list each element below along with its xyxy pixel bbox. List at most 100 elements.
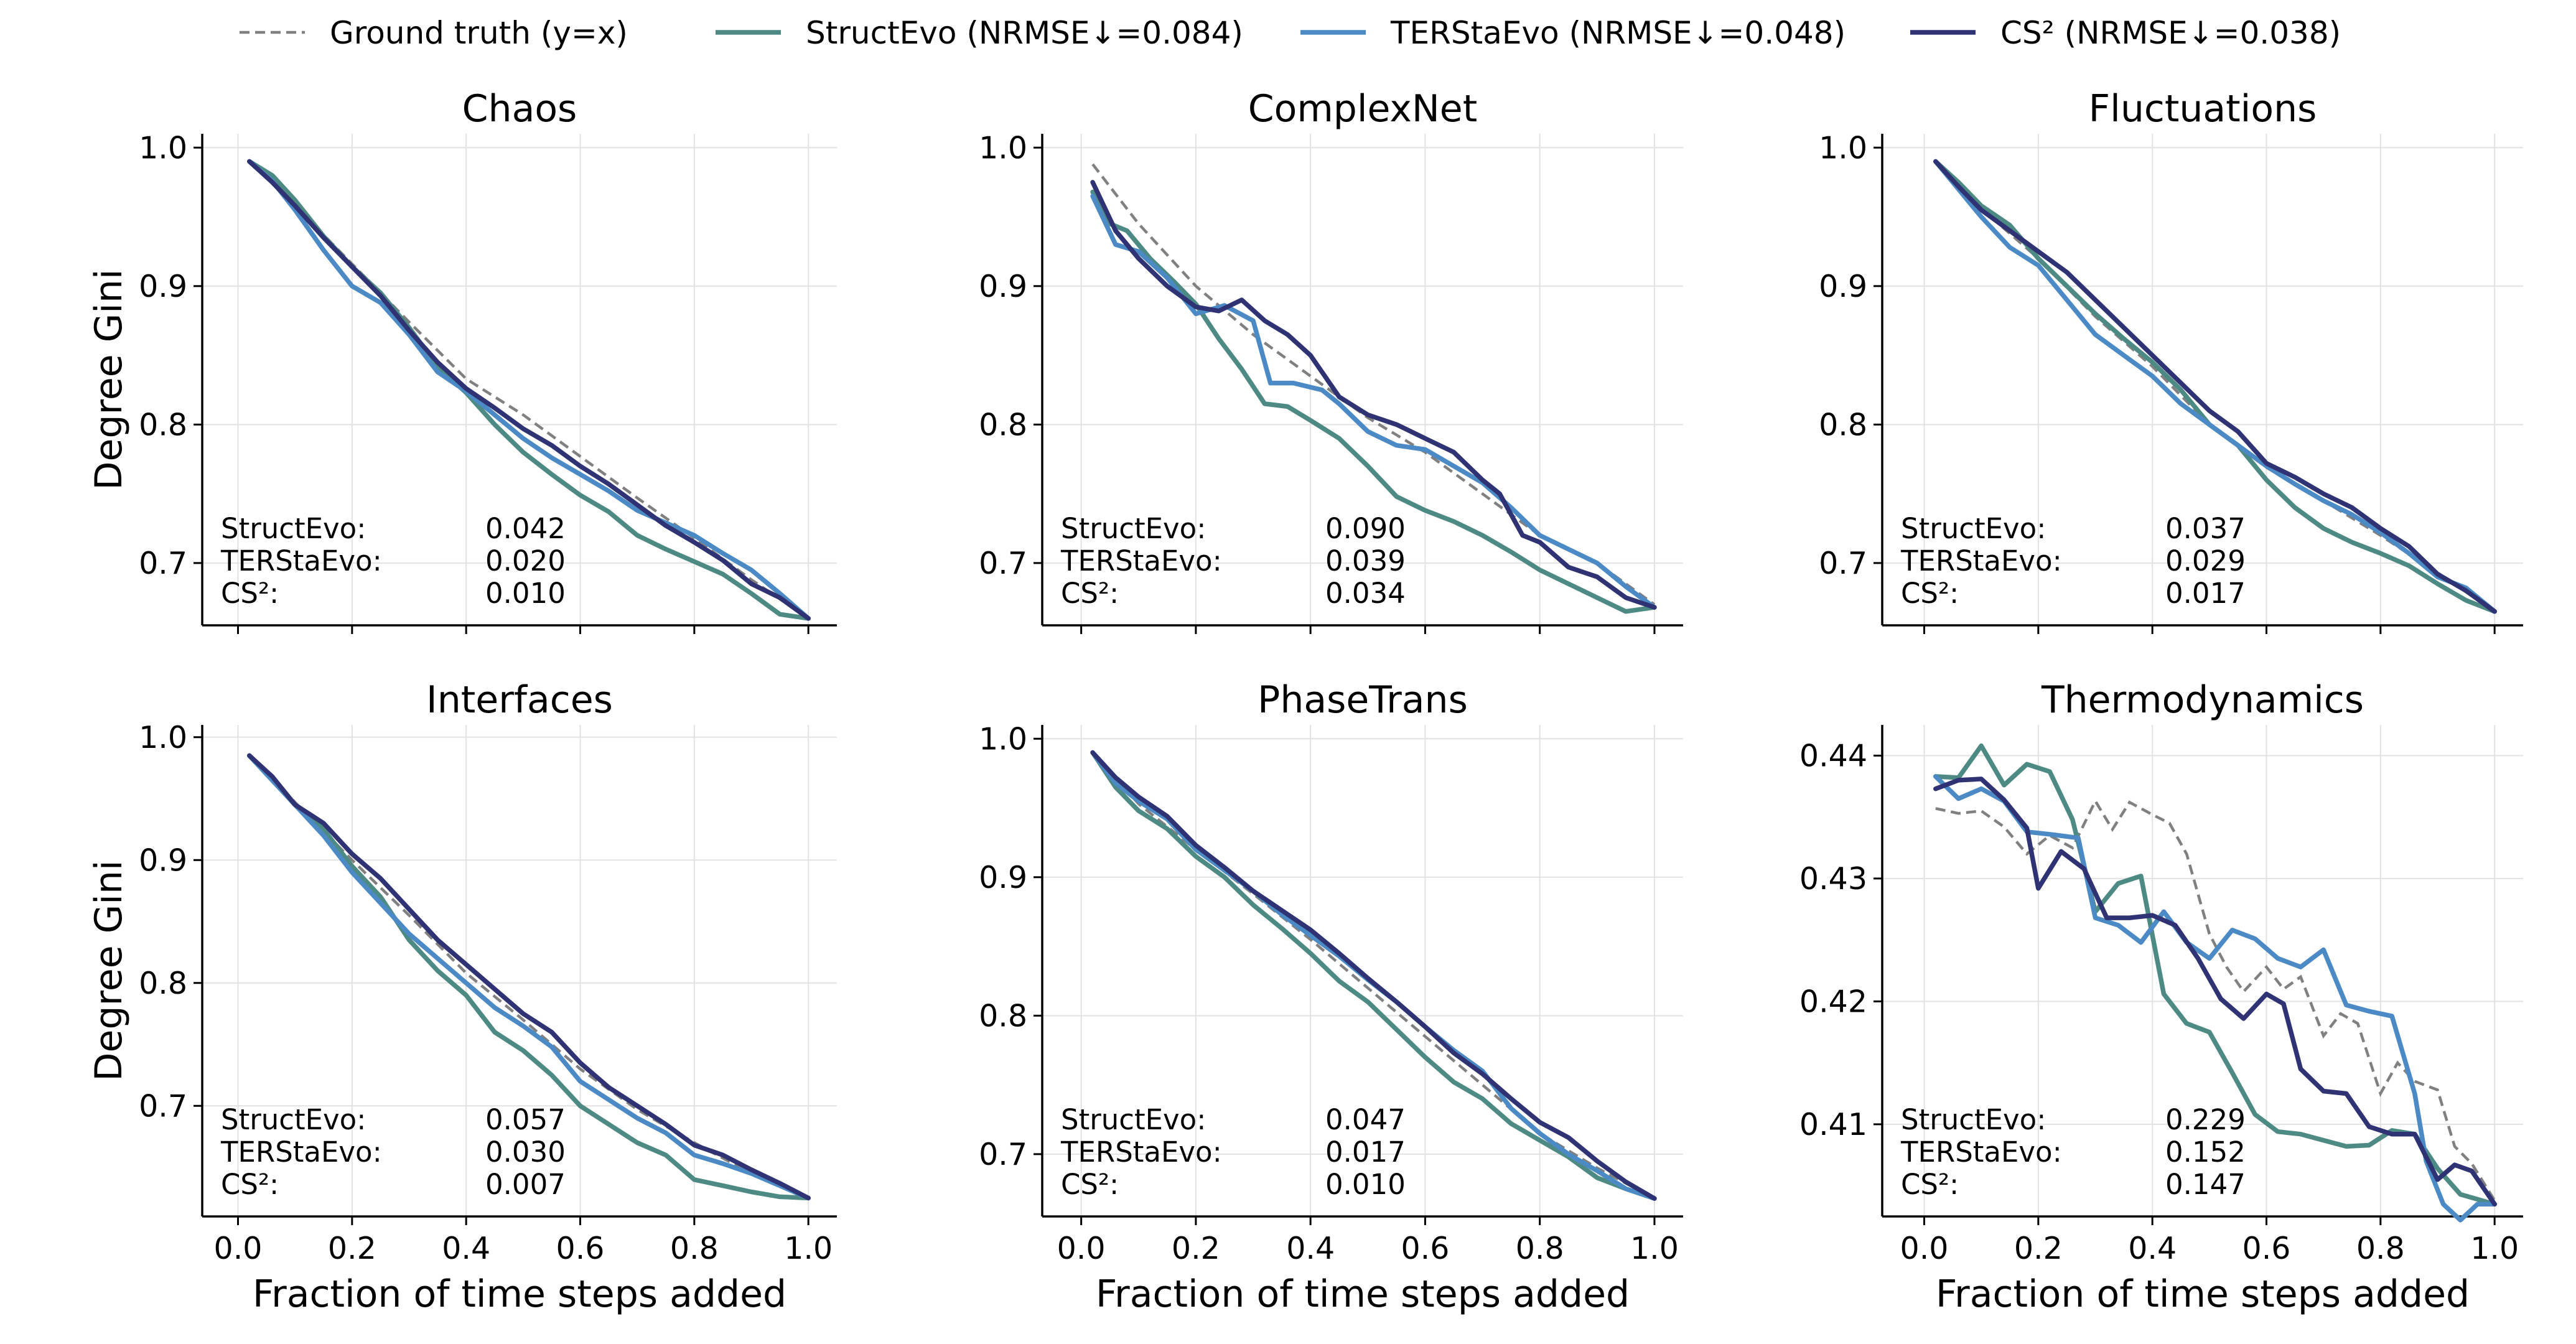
y-tick-label: 1.0: [979, 721, 1027, 757]
x-tick-label: 1.0: [1630, 1231, 1679, 1266]
metric-value: 0.010: [1325, 1168, 1406, 1201]
panel-title: ComplexNet: [1248, 87, 1478, 131]
y-tick-label: 0.8: [979, 407, 1027, 442]
metric-name: StructEvo:: [1901, 512, 2046, 545]
metric-name: TERStaEvo:: [1900, 1136, 2062, 1169]
y-tick-label: 0.9: [139, 269, 187, 304]
metric-name: TERStaEvo:: [1900, 544, 2062, 577]
y-tick-label: 1.0: [139, 130, 187, 166]
metric-value: 0.152: [2165, 1136, 2246, 1169]
metric-name: StructEvo:: [1061, 1103, 1206, 1136]
x-tick-label: 0.4: [2128, 1231, 2177, 1266]
x-tick-label: 0.4: [442, 1231, 490, 1266]
y-tick-label: 0.7: [979, 1137, 1027, 1172]
x-tick-label: 1.0: [784, 1231, 833, 1266]
x-tick-label: 0.8: [670, 1231, 719, 1266]
metric-value: 0.042: [485, 512, 566, 545]
y-tick-label: 0.9: [979, 269, 1027, 304]
metric-value: 0.017: [2165, 577, 2246, 610]
legend-entry-te: TERStaEvo (NRMSE↓=0.048): [1300, 15, 1846, 51]
x-tick-label: 0.6: [556, 1231, 605, 1266]
panel-complexnet: ComplexNet 0.7 0.8 0.9 1.0 StructEvo: 0.090 TER…: [979, 87, 1683, 634]
y-tick-label: 1.0: [979, 130, 1027, 166]
metric-value: 0.034: [1325, 577, 1406, 610]
panel-title: Interfaces: [426, 678, 613, 722]
legend-label: Ground truth (y=x): [330, 15, 628, 51]
metric-value: 0.090: [1325, 512, 1406, 545]
y-tick-label: 0.9: [139, 842, 187, 878]
series-line-cs: [1090, 180, 1657, 610]
metric-value: 0.007: [485, 1168, 566, 1201]
metric-name: StructEvo:: [221, 512, 366, 545]
chart-panels: Chaos 0.7 0.8 0.9 1.0 Degree Gini StructEvo: 0.…: [87, 87, 2523, 1316]
y-tick-label: 0.7: [979, 546, 1027, 581]
metric-name: CS²:: [1901, 577, 1959, 610]
y-tick-label: 0.7: [139, 1088, 187, 1124]
metric-name: CS²:: [221, 577, 279, 610]
series-line-se: [247, 753, 811, 1201]
series-line-cs: [247, 159, 811, 621]
panel-thermodynamics: Thermodynamics 0.0 0.2 0.4 0.6 0.8 1.0 0.41 0.42…: [1799, 678, 2523, 1316]
metric-name: TERStaEvo:: [220, 1136, 382, 1169]
panel-phasetrans: PhaseTrans 0.0 0.2 0.4 0.6 0.8 1.0 0.7 0.8 0.9 1.0…: [979, 678, 1683, 1316]
metric-name: StructEvo:: [1901, 1103, 2046, 1136]
y-tick-label: 0.7: [1819, 546, 1867, 581]
metric-name: CS²:: [1901, 1168, 1959, 1201]
metric-value: 0.020: [485, 544, 566, 577]
series-line-gt: [1091, 163, 1656, 606]
legend-entry-cs: CS² (NRMSE↓=0.038): [1910, 15, 2341, 51]
y-axis-label: Degree Gini: [87, 269, 131, 490]
panel-interfaces: Interfaces 0.0 0.2 0.4 0.6 0.8 1.0 0.7 0.8 0.9 1.0…: [87, 678, 837, 1316]
panel-title: Thermodynamics: [2041, 678, 2364, 722]
y-tick-label: 1.0: [139, 720, 187, 755]
x-tick-label: 0.6: [2242, 1231, 2291, 1266]
metric-name: TERStaEvo:: [1060, 544, 1222, 577]
x-tick-label: 0.2: [2014, 1231, 2063, 1266]
y-tick-label: 0.9: [979, 860, 1027, 895]
panel-title: Fluctuations: [2089, 87, 2317, 131]
x-tick-label: 0.0: [1900, 1231, 1949, 1266]
panel-fluctuations: Fluctuations 0.7 0.8 0.9 1.0 StructEvo: 0.037 T…: [1819, 87, 2523, 634]
x-axis-label: Fraction of time steps added: [1096, 1272, 1630, 1316]
series-line-te: [1933, 159, 2497, 614]
y-tick-label: 1.0: [1819, 130, 1867, 166]
y-tick-label: 0.43: [1799, 861, 1867, 897]
legend-label: CS² (NRMSE↓=0.038): [2000, 15, 2341, 51]
metric-name: StructEvo:: [221, 1103, 366, 1136]
series-line-gt: [1935, 798, 2496, 1202]
metric-value: 0.017: [1325, 1136, 1406, 1169]
metric-value: 0.047: [1325, 1103, 1406, 1136]
x-tick-label: 0.2: [1172, 1231, 1220, 1266]
x-axis-label: Fraction of time steps added: [1936, 1272, 2470, 1316]
y-tick-label: 0.8: [139, 407, 187, 442]
metric-value: 0.030: [485, 1136, 566, 1169]
series-line-cs: [1933, 777, 2497, 1207]
y-tick-label: 0.7: [139, 546, 187, 581]
y-tick-label: 0.42: [1799, 984, 1867, 1019]
series-line-se: [1090, 750, 1657, 1201]
legend-label: TERStaEvo (NRMSE↓=0.048): [1390, 15, 1846, 51]
x-tick-label: 0.8: [2356, 1231, 2405, 1266]
x-tick-label: 0.6: [1401, 1231, 1449, 1266]
legend: Ground truth (y=x) StructEvo (NRMSE↓=0.08…: [240, 15, 2341, 51]
x-tick-label: 0.8: [1516, 1231, 1564, 1266]
metric-value: 0.010: [485, 577, 566, 610]
metric-name: CS²:: [1061, 1168, 1119, 1201]
metric-name: TERStaEvo:: [220, 544, 382, 577]
y-tick-label: 0.8: [1819, 407, 1867, 442]
metric-value: 0.039: [1325, 544, 1406, 577]
series-line-cs: [1933, 159, 2497, 614]
series-line-te: [247, 753, 811, 1201]
metric-value: 0.029: [2165, 544, 2246, 577]
panel-chaos: Chaos 0.7 0.8 0.9 1.0 Degree Gini StructEvo: 0.…: [87, 87, 837, 634]
x-axis-label: Fraction of time steps added: [253, 1272, 786, 1316]
series-line-cs: [1090, 750, 1657, 1201]
metric-value: 0.147: [2165, 1168, 2246, 1201]
x-tick-label: 0.0: [214, 1231, 263, 1266]
x-tick-label: 1.0: [2470, 1231, 2519, 1266]
metric-value: 0.037: [2165, 512, 2246, 545]
x-tick-label: 0.2: [328, 1231, 376, 1266]
y-tick-label: 0.44: [1799, 738, 1867, 773]
series-line-cs: [247, 753, 811, 1201]
